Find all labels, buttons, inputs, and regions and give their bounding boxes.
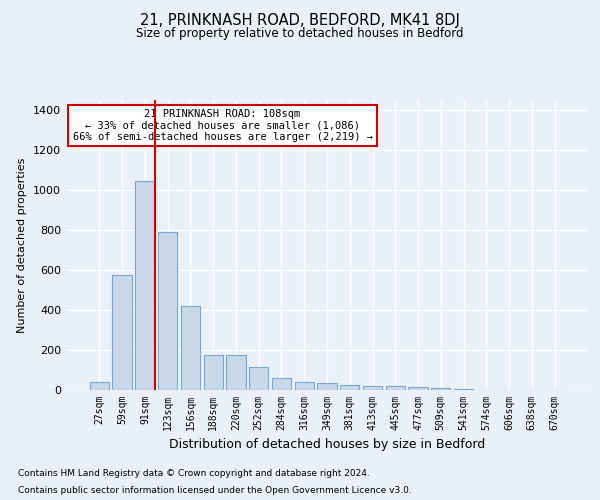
Bar xyxy=(272,378,291,390)
Bar xyxy=(409,388,428,390)
Bar xyxy=(90,382,109,390)
Bar xyxy=(431,388,451,390)
Bar xyxy=(340,385,359,390)
Bar xyxy=(135,181,155,390)
Text: Contains HM Land Registry data © Crown copyright and database right 2024.: Contains HM Land Registry data © Crown c… xyxy=(18,468,370,477)
Bar xyxy=(249,367,268,390)
Bar xyxy=(295,382,314,390)
Bar xyxy=(317,383,337,390)
Bar xyxy=(386,386,405,390)
Y-axis label: Number of detached properties: Number of detached properties xyxy=(17,158,28,332)
Bar xyxy=(363,386,382,390)
Bar xyxy=(181,306,200,390)
Bar xyxy=(226,355,245,390)
Text: Contains public sector information licensed under the Open Government Licence v3: Contains public sector information licen… xyxy=(18,486,412,495)
Bar xyxy=(112,275,132,390)
Text: 21, PRINKNASH ROAD, BEDFORD, MK41 8DJ: 21, PRINKNASH ROAD, BEDFORD, MK41 8DJ xyxy=(140,12,460,28)
Bar xyxy=(203,355,223,390)
Text: Size of property relative to detached houses in Bedford: Size of property relative to detached ho… xyxy=(136,28,464,40)
Text: 21 PRINKNASH ROAD: 108sqm
← 33% of detached houses are smaller (1,086)
66% of se: 21 PRINKNASH ROAD: 108sqm ← 33% of detac… xyxy=(73,108,373,142)
Bar xyxy=(158,232,178,390)
X-axis label: Distribution of detached houses by size in Bedford: Distribution of detached houses by size … xyxy=(169,438,485,452)
